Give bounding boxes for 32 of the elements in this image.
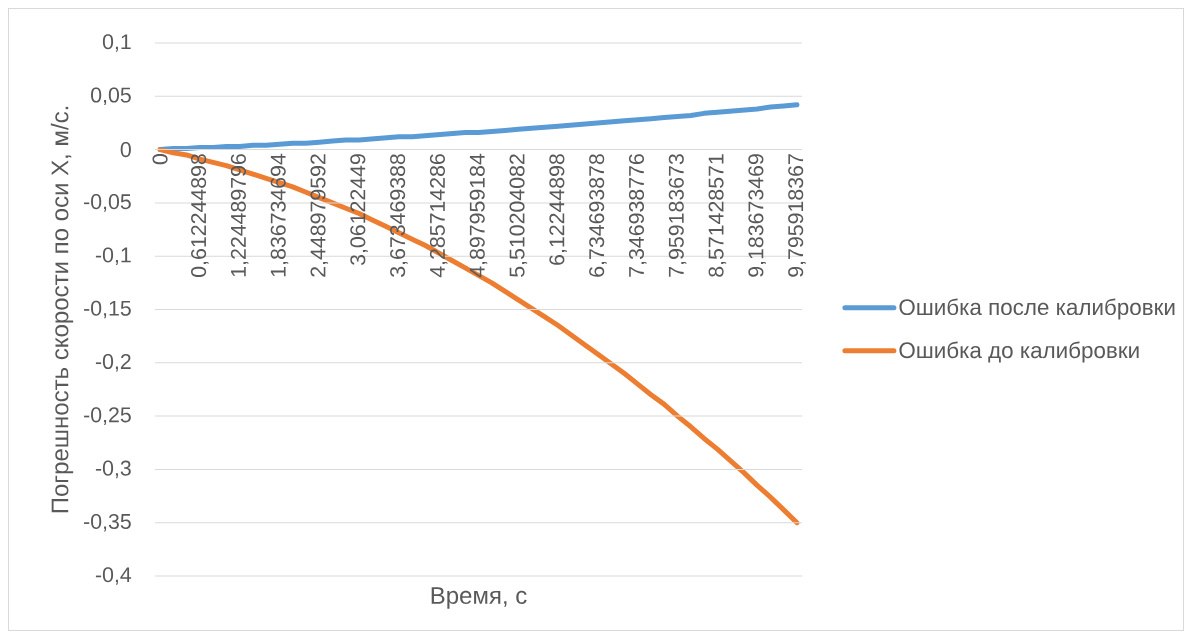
x-tick-label: 6,12244898 bbox=[549, 154, 567, 265]
legend-label: Ошибка после калибровки bbox=[899, 298, 1175, 320]
y-tick-label: 0,05 bbox=[91, 87, 131, 106]
y-tick-label: -0,15 bbox=[84, 300, 131, 319]
x-tick-label: 4,285714286 bbox=[429, 154, 448, 278]
x-tick-label: 0,612244898 bbox=[191, 154, 209, 277]
x-tick-label: 6,734693878 bbox=[589, 154, 607, 277]
x-tick-label: 1,836734694 bbox=[270, 153, 289, 277]
x-tick-label: 2,448979592 bbox=[310, 154, 329, 277]
y-tick-label: -0,25 bbox=[84, 407, 131, 425]
x-tick-label: 4,897959184 bbox=[469, 153, 488, 278]
x-tick-label: 5,510204082 bbox=[509, 154, 528, 277]
x-tick-label: 8,571428571 bbox=[708, 154, 727, 277]
y-tick-label: -0,35 bbox=[84, 513, 131, 532]
x-tick-label: 0 bbox=[152, 154, 168, 165]
x-tick-label: 1,224489796 bbox=[230, 154, 249, 277]
y-axis-title: Погрешность скорости по оси X, м/с. bbox=[50, 106, 74, 513]
y-tick-label: -0,1 bbox=[95, 247, 131, 265]
y-tick-label: -0,4 bbox=[95, 567, 132, 585]
y-tick-label: -0,05 bbox=[84, 194, 131, 212]
x-tick-label: 9,183673469 bbox=[748, 154, 766, 277]
y-tick-label: -0,3 bbox=[95, 460, 131, 479]
y-tick-label: 0,1 bbox=[102, 34, 131, 52]
y-tick-label: 0 bbox=[120, 142, 131, 158]
y-tick-label: -0,2 bbox=[95, 353, 131, 372]
legend-label: Ошибка до калибровки bbox=[899, 341, 1139, 363]
x-tick-label: 3,673469388 bbox=[390, 154, 408, 277]
x-tick-label: 7,346938776 bbox=[628, 154, 647, 277]
x-tick-label: 3,06122449 bbox=[350, 154, 368, 266]
x-tick-label: 9,795918367 bbox=[788, 154, 806, 277]
x-axis-title: Время, с bbox=[431, 587, 527, 609]
x-tick-label: 7,959183673 bbox=[668, 154, 687, 277]
